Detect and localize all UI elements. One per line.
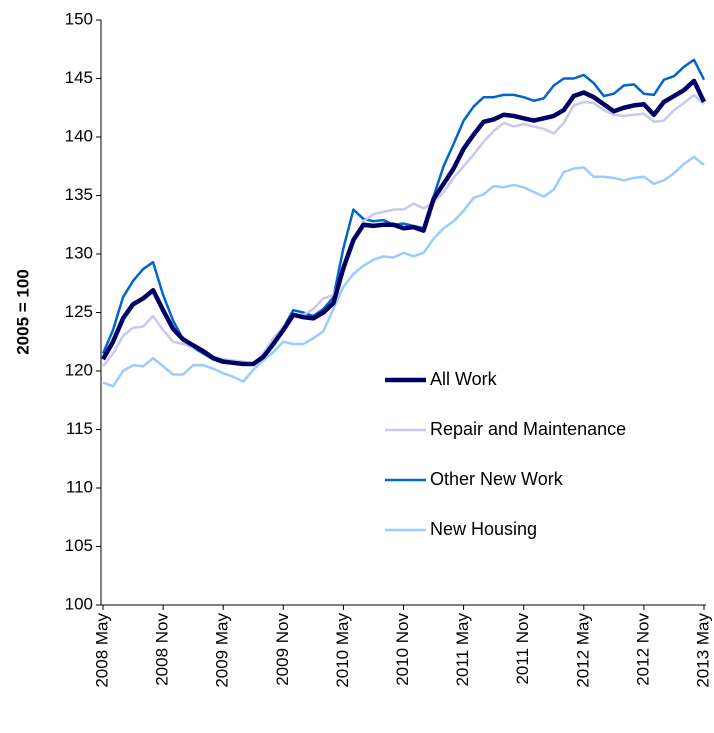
- legend-label: Other New Work: [430, 469, 564, 489]
- x-tick-label: 2009 May: [213, 613, 232, 688]
- x-tick-label: 2013 May: [693, 613, 712, 688]
- series-line: [102, 93, 705, 368]
- y-tick-label: 140: [65, 126, 93, 145]
- y-tick-label: 125: [65, 302, 93, 321]
- y-tick-label: 145: [65, 68, 93, 87]
- x-tick-label: 2011 May: [453, 613, 472, 687]
- y-tick-label: 115: [66, 419, 93, 438]
- legend-label: Repair and Maintenance: [430, 419, 626, 439]
- y-tick-label: 130: [65, 243, 93, 262]
- y-tick-label: 150: [65, 9, 93, 28]
- legend-label: New Housing: [430, 519, 537, 539]
- x-tick-label: 2012 Nov: [633, 613, 652, 686]
- series-line: [101, 78, 707, 367]
- legend-label: All Work: [430, 369, 498, 389]
- x-tick-label: 2010 Nov: [393, 613, 412, 686]
- y-tick-label: 100: [65, 594, 93, 613]
- y-tick-label: 120: [65, 360, 93, 379]
- x-tick-label: 2009 Nov: [273, 613, 292, 686]
- x-tick-label: 2010 May: [333, 613, 352, 688]
- y-tick-label: 110: [66, 477, 93, 496]
- series-line: [102, 155, 705, 388]
- x-tick-label: 2012 May: [573, 613, 592, 688]
- y-tick-label: 135: [65, 185, 93, 204]
- y-tick-label: 105: [65, 536, 93, 555]
- x-tick-label: 2008 May: [92, 613, 111, 688]
- series-line: [101, 58, 706, 366]
- x-tick-label: 2011 Nov: [513, 613, 532, 685]
- x-tick-label: 2008 Nov: [153, 613, 172, 686]
- y-axis-label: 2005 = 100: [13, 269, 32, 355]
